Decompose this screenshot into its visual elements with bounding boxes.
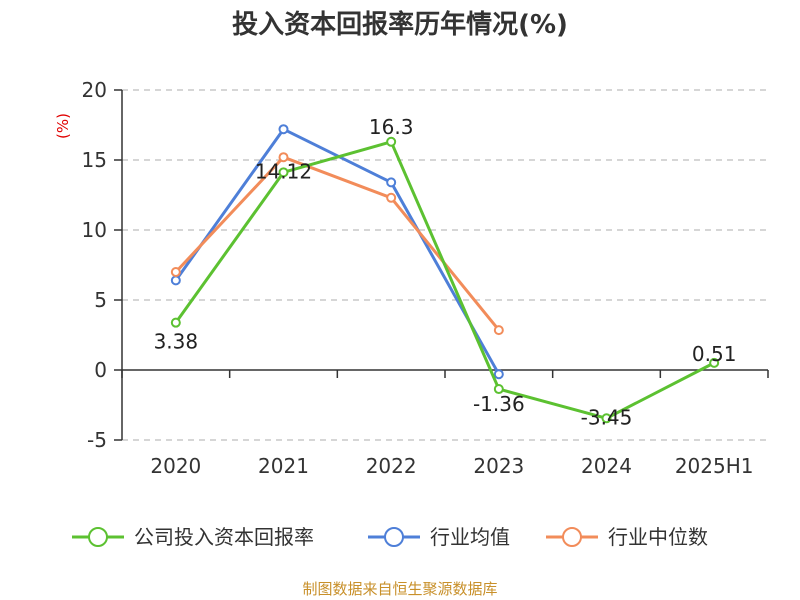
legend-item[interactable]: 行业中位数 [546,525,708,549]
data-point [170,275,181,286]
legend-label: 行业均值 [430,525,510,549]
data-label: 0.51 [692,342,737,366]
data-point [170,267,181,277]
data-point [493,325,504,336]
x-tick-label: 2021 [258,454,309,478]
data-label: 14.12 [255,159,312,183]
data-point [493,369,504,380]
data-point [601,413,612,424]
data-label: -1.36 [473,392,525,416]
legend-item[interactable]: 行业均值 [368,525,510,549]
data-label: 3.38 [154,330,199,354]
series-line [174,127,501,375]
legend-item[interactable]: 公司投入资本回报率 [72,525,314,549]
data-point [278,152,289,163]
legend-marker [88,527,108,547]
data-point [278,167,289,178]
source-note: 制图数据来自恒生聚源数据库 [302,580,497,598]
x-tick-label: 2023 [473,454,524,478]
gridlines [122,89,768,441]
y-tick-label: -5 [87,428,107,452]
data-point [709,357,720,368]
legend[interactable]: 公司投入资本回报率 行业均值 行业中位数 [72,525,708,549]
x-tick-label: 2020 [150,454,201,478]
y-tick-label: 20 [82,78,107,102]
y-tick-label: 0 [94,358,107,382]
y-axis-unit-label: (%) [54,113,72,139]
data-point [493,384,504,395]
series-lines [170,124,720,424]
data-point [278,124,289,135]
y-tick-label: 10 [82,218,107,242]
data-labels: 3.38 14.12 16.3 -1.36 -3.45 0.51 [154,115,737,429]
data-point [170,317,181,328]
legend-label: 公司投入资本回报率 [134,525,314,549]
data-label: -3.45 [581,405,633,429]
y-tick-label: 5 [94,288,107,312]
legend-marker [384,527,404,547]
x-tick-label: 2025H1 [675,454,754,478]
x-tick-label: 2024 [581,454,632,478]
chart-title: 投入资本回报率历年情况(%) [232,9,568,40]
data-point [386,192,397,203]
legend-label: 行业中位数 [608,525,708,549]
x-tick-label: 2022 [366,454,417,478]
data-point [386,136,397,147]
legend-marker [562,527,582,547]
data-label: 16.3 [369,115,414,139]
data-point [386,177,397,188]
series-line [174,155,500,332]
series-line [174,140,715,420]
y-tick-label: 15 [82,148,107,172]
